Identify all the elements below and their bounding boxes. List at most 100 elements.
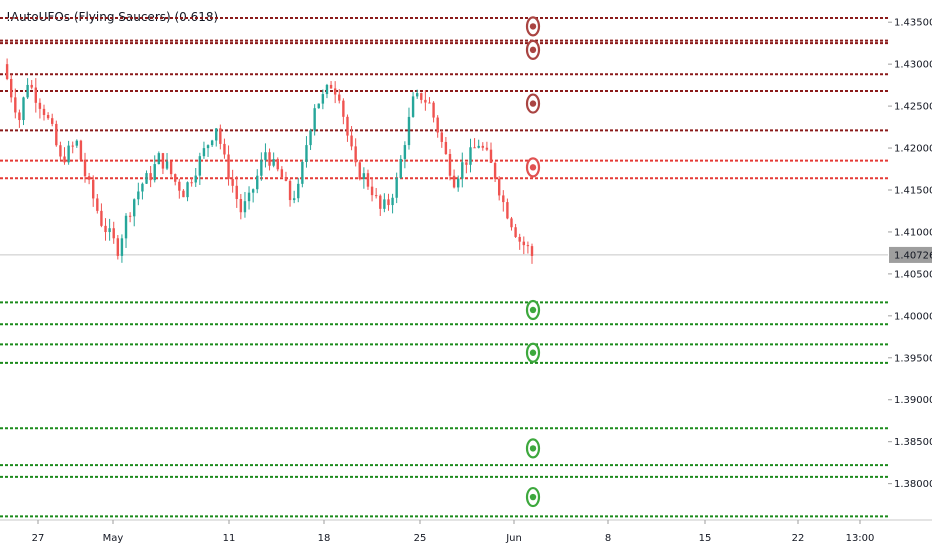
candle-body: [153, 164, 156, 181]
candle-body: [227, 154, 230, 179]
ufo-marker: [525, 157, 541, 178]
candle-body: [387, 199, 390, 206]
candle-body: [46, 114, 50, 119]
candle-body: [239, 199, 243, 213]
candle-body: [514, 227, 517, 237]
candle-body: [530, 246, 534, 256]
price-axis-labels: 1.43500 1.43000 1.42500 1.42000 1.41500 1.410…: [888, 18, 932, 490]
candle-body: [424, 99, 427, 103]
candle-body: [251, 189, 255, 193]
candle-body: [256, 175, 259, 190]
x-tick-label: 13:00: [846, 533, 875, 544]
candle-body: [284, 176, 288, 181]
candle-body: [190, 182, 193, 184]
candle-body: [182, 190, 185, 198]
candle-body: [71, 145, 74, 147]
candle-body: [137, 191, 140, 200]
candle-body: [83, 159, 87, 177]
candle-body: [436, 117, 439, 133]
candle-body: [469, 147, 472, 165]
candle-body: [260, 160, 263, 176]
x-tick-label: 15: [699, 533, 712, 544]
time-axis[interactable]: 27 May 11 18 25 Jun 8 15 22 13:00: [32, 520, 875, 544]
candle-body: [272, 159, 275, 166]
y-tick-label: 1.40500: [894, 269, 932, 280]
candle-body: [22, 97, 25, 121]
candle-body: [313, 108, 316, 131]
candle-body: [440, 132, 443, 142]
candle-body: [321, 94, 325, 104]
candle-body: [338, 94, 341, 101]
candle-body: [465, 162, 468, 165]
candle-body: [292, 198, 296, 201]
candle-body: [231, 178, 234, 186]
ufo-marker: [525, 39, 541, 60]
price-axis[interactable]: [888, 0, 932, 550]
candle-body: [169, 161, 173, 175]
candle-body: [215, 128, 218, 141]
last-price-badge: [889, 246, 932, 263]
candle-body: [415, 93, 419, 97]
candle-body: [42, 108, 46, 115]
candle-body: [264, 152, 267, 161]
candle-body: [420, 93, 423, 100]
candle-body: [96, 198, 99, 211]
candle-body: [178, 181, 181, 191]
candle-body: [26, 84, 29, 98]
candle-body: [428, 102, 431, 104]
candle-body: [128, 215, 132, 217]
candle-body: [461, 162, 464, 179]
candle-body: [407, 116, 411, 146]
candlesticks: [5, 58, 534, 264]
candle-body: [202, 148, 206, 157]
candle-body: [309, 130, 312, 146]
candle-body: [194, 175, 197, 183]
candle-body: [223, 143, 226, 155]
candle-body: [379, 195, 382, 209]
candle-body: [325, 84, 329, 95]
candle-body: [502, 195, 505, 203]
candle-body: [383, 199, 386, 209]
candle-body: [55, 123, 58, 146]
candle-body: [477, 145, 480, 148]
candle-body: [219, 128, 222, 144]
candle-body: [14, 97, 17, 113]
candle-body: [452, 175, 456, 188]
candle-body: [485, 147, 489, 150]
candle-body: [63, 156, 66, 163]
y-tick-label: 1.42000: [894, 144, 932, 155]
candle-body: [493, 162, 497, 179]
candle-body: [358, 162, 361, 180]
x-tick-label: 18: [318, 533, 331, 544]
candle-body: [518, 236, 521, 242]
candle-body: [432, 102, 435, 118]
candle-body: [317, 103, 320, 109]
candle-body: [333, 88, 337, 95]
candle-body: [506, 202, 509, 219]
ufo-marker: [525, 342, 541, 363]
candle-body: [297, 183, 300, 199]
y-tick-label: 1.38000: [894, 479, 932, 490]
candle-body: [305, 145, 308, 162]
candle-body: [366, 173, 370, 187]
x-tick-label: 22: [792, 533, 805, 544]
candle-body: [51, 118, 54, 124]
candle-body: [276, 159, 279, 170]
x-tick-label: 8: [605, 533, 611, 544]
candle-body: [346, 116, 349, 136]
y-tick-label: 1.39500: [894, 353, 932, 364]
candle-body: [395, 177, 398, 198]
candle-body: [448, 154, 452, 176]
candle-body: [92, 179, 95, 199]
x-tick-label: 11: [223, 533, 236, 544]
y-tick-label: 1.41000: [894, 227, 932, 238]
y-tick-label: 1.42500: [894, 102, 932, 113]
candle-body: [157, 153, 161, 165]
candle-body: [526, 245, 530, 247]
candle-body: [473, 147, 476, 149]
candle-body: [124, 215, 128, 239]
candle-body: [399, 158, 402, 178]
x-tick-label: 25: [414, 533, 427, 544]
candle-body: [116, 238, 120, 256]
